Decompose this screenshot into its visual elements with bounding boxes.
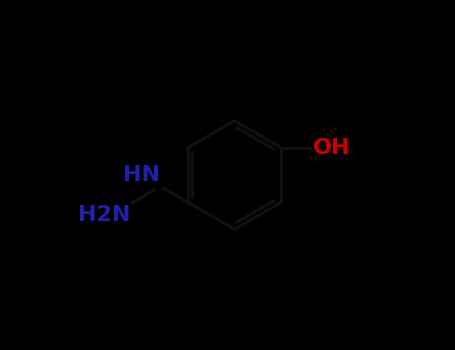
Text: OH: OH xyxy=(313,138,350,158)
Text: HN: HN xyxy=(123,164,160,185)
Text: H2N: H2N xyxy=(78,205,130,225)
